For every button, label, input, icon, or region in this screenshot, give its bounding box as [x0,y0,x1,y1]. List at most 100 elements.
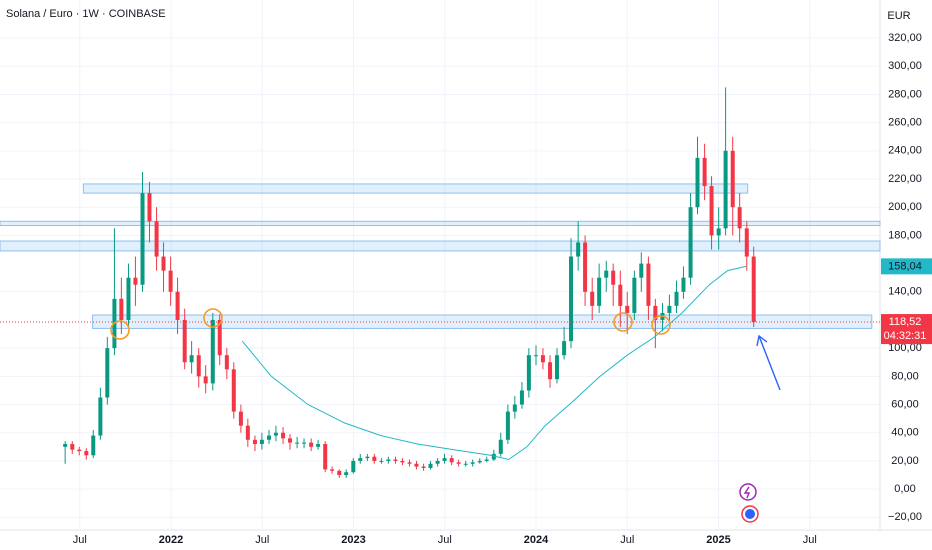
zone [92,314,873,329]
marker-circle [203,308,223,328]
candle-body [470,462,475,464]
candle-body [126,277,131,320]
candle-body [442,458,447,461]
candle-body [421,466,426,468]
candle-body [625,305,630,313]
candle-body [281,432,286,439]
candle-body [744,228,749,257]
x-tick-label: Jul [255,534,269,546]
y-tick-label: 240,00 [888,145,922,157]
arrow [756,334,781,391]
candle-body [526,355,531,391]
y-tick-label: 300,00 [888,60,922,72]
y-tick-label: 320,00 [888,32,922,44]
candle-body [639,263,644,278]
candle-body [351,460,356,473]
candle-body [491,453,496,460]
ma-price-label: 158,04 [888,260,922,272]
arrow-shaft [758,335,781,391]
candle-body [709,186,714,236]
x-tick-label: 2023 [341,534,365,546]
candle-body [323,444,328,470]
candle-body [63,444,68,447]
annotations [110,308,671,340]
candle-body [449,458,454,463]
moving-average [241,265,747,461]
candle-body [554,355,559,380]
y-tick-label: 60,00 [891,398,919,410]
candle-body [175,291,180,320]
y-tick-label: 80,00 [891,370,919,382]
candle-body [316,444,321,447]
candle-body [133,277,138,285]
candle-body [147,193,152,222]
last-price-badge [881,314,932,345]
x-tick-label: Jul [438,534,452,546]
candle-body [597,277,602,306]
y-tick-label: 280,00 [888,88,922,100]
candle-body [428,463,433,468]
y-tick-label: 40,00 [891,427,919,439]
zone [0,240,881,252]
candle-body [91,435,96,456]
zone [0,220,881,227]
candle-body [646,263,651,306]
candle-body [505,411,510,440]
candle-body [189,355,194,363]
candle-body [548,362,553,380]
candle-body [477,460,482,463]
candle-body [161,256,166,271]
event-dot [745,509,755,519]
candle-body [358,458,363,461]
plot [0,0,881,530]
candle-body [435,460,440,464]
candle-body [379,460,384,462]
x-tick-label: 2025 [706,534,730,546]
event-icon[interactable] [739,483,757,501]
candle-body [540,355,545,363]
candle-body [393,459,398,461]
candle-body [653,305,658,320]
y-tick-label: 200,00 [888,201,922,213]
candle-body [273,432,278,436]
candle-body [484,459,489,461]
candle-body [203,376,208,384]
candle-body [737,207,742,229]
candle-body [730,150,735,208]
candle-body [519,390,524,405]
x-tick-label: Jul [620,534,634,546]
zone [82,183,749,194]
y-tick-label: −20,00 [888,511,922,523]
candle-body [632,277,637,313]
candle-body [372,456,377,461]
candle-body [245,425,250,440]
y-tick-label: 20,00 [891,455,919,467]
marker-circle [613,312,633,332]
event-icons [739,483,759,523]
candle-body [105,348,110,398]
candle-body [70,444,75,450]
y-tick-label: 260,00 [888,117,922,129]
candle-body [723,150,728,229]
candle-body [386,459,391,461]
arrow-head [756,334,768,347]
candle-body [414,463,419,467]
candle-body [217,319,222,356]
chart-title: Solana / Euro · 1W · COINBASE [6,8,166,20]
candle-body [681,277,686,292]
candle-body [287,438,292,443]
candle-body [309,442,314,447]
candle-body [252,439,257,445]
candle-body [231,369,236,412]
candle-body [154,221,159,257]
candle-body [463,463,468,465]
candle-body [365,456,370,459]
last-price-label: 118,52 [889,316,922,328]
candle-body [688,207,693,278]
candle-body [119,298,124,320]
candle-body [400,460,405,463]
candle-body [267,435,272,440]
candle-body [533,355,538,357]
candle-body [77,449,82,452]
candle-body [590,291,595,306]
